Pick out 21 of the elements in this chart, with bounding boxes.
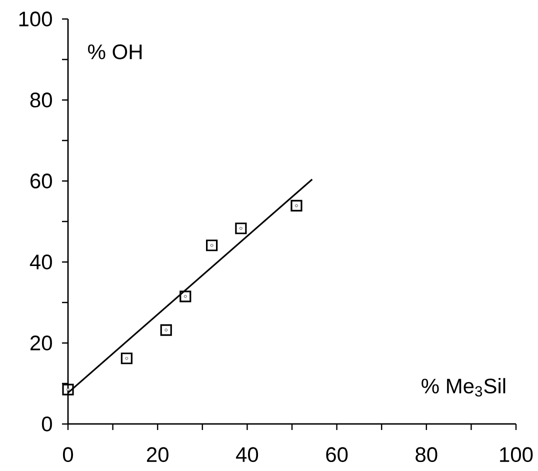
point [62,384,74,396]
point [120,352,132,364]
x-tick-label: 40 [236,447,258,462]
x-tick-label: 100 [500,447,533,462]
y-axis-title: % OH [88,44,142,60]
y-tick-label: 60 [30,174,52,188]
y-tick-label: 100 [19,12,52,26]
y-tick-label: 40 [30,254,52,270]
x-tick-label: 80 [416,447,438,462]
point [290,200,302,212]
y-tick-label: 20 [30,336,52,350]
point [235,222,247,234]
point [180,290,192,302]
x-tick-label: 20 [146,447,168,462]
x-axis-title: % Me$_{3}$Sil [422,378,506,397]
point [206,240,218,252]
y-tick-label: 0 [42,416,52,432]
point [160,324,172,336]
x-tick-label: 0 [62,447,74,462]
y-tick-label: 80 [30,92,52,108]
x-tick-label: 60 [326,447,348,462]
